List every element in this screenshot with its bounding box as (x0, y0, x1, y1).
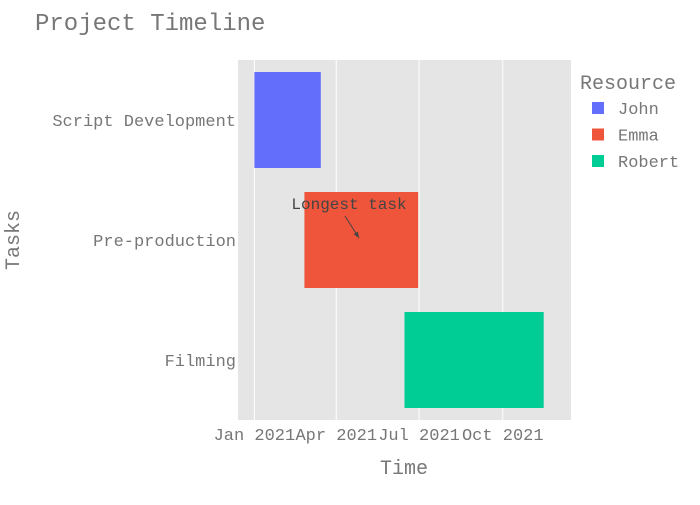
annotation-text: Longest task (291, 196, 406, 214)
annotation-arrowhead (353, 231, 360, 238)
y-tick-label: Filming (165, 353, 236, 372)
legend-swatch (592, 128, 604, 141)
bars (254, 72, 544, 408)
x-axis-label: Time (380, 458, 428, 481)
legend-title: Resource (580, 73, 676, 96)
legend-swatch (592, 102, 604, 114)
x-tick-label: Jul 2021 (378, 427, 460, 446)
y-tick-label: Pre-production (93, 233, 236, 252)
x-tick-label: Oct 2021 (462, 427, 544, 446)
annotations: Longest task (291, 196, 407, 239)
x-tick-labels: Jan 2021 Apr 2021 Jul 2021 Oct 2021 (214, 427, 544, 446)
task-bar (304, 192, 419, 288)
y-tick-label: Script Development (52, 113, 236, 132)
y-axis-label: Tasks (3, 210, 26, 270)
y-tick-labels: Script Development Pre-production Filming (52, 113, 236, 372)
task-bar (254, 72, 321, 168)
task-bar (404, 312, 544, 408)
legend-label: Robert (618, 154, 679, 173)
x-tick-label: Apr 2021 (295, 427, 377, 446)
legend-label: Emma (618, 128, 659, 147)
legend: Resource John Emma Robert (580, 73, 679, 173)
chart-title: Project Timeline (35, 11, 265, 38)
legend-swatch (592, 155, 604, 167)
x-tick-label: Jan 2021 (214, 427, 296, 446)
legend-label: John (618, 101, 659, 120)
